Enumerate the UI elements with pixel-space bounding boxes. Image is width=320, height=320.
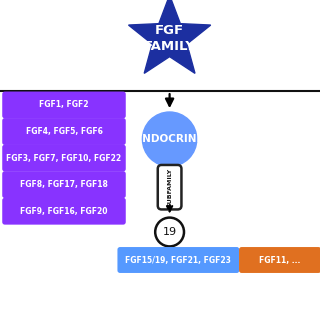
FancyBboxPatch shape xyxy=(2,198,126,225)
Polygon shape xyxy=(129,0,211,73)
Text: ENDOCRINE: ENDOCRINE xyxy=(135,134,204,144)
Text: SUBFAMILY: SUBFAMILY xyxy=(167,168,172,207)
FancyBboxPatch shape xyxy=(2,171,126,198)
FancyBboxPatch shape xyxy=(117,247,239,273)
Text: 19: 19 xyxy=(163,227,177,237)
FancyBboxPatch shape xyxy=(239,247,320,273)
Text: FGF11, ...: FGF11, ... xyxy=(259,255,301,265)
Text: FGF
FAMILY: FGF FAMILY xyxy=(144,24,196,53)
FancyBboxPatch shape xyxy=(2,145,126,172)
FancyBboxPatch shape xyxy=(2,92,126,118)
Text: FGF1, FGF2: FGF1, FGF2 xyxy=(39,100,89,109)
FancyBboxPatch shape xyxy=(158,165,181,210)
Text: FGF15/19, FGF21, FGF23: FGF15/19, FGF21, FGF23 xyxy=(125,255,231,265)
Text: FGF8, FGF17, FGF18: FGF8, FGF17, FGF18 xyxy=(20,180,108,189)
Text: FGF9, FGF16, FGF20: FGF9, FGF16, FGF20 xyxy=(20,207,108,216)
Circle shape xyxy=(142,112,197,166)
Circle shape xyxy=(155,218,184,246)
FancyBboxPatch shape xyxy=(2,118,126,145)
Text: FGF4, FGF5, FGF6: FGF4, FGF5, FGF6 xyxy=(26,127,102,136)
Text: FGF3, FGF7, FGF10, FGF22: FGF3, FGF7, FGF10, FGF22 xyxy=(6,154,122,163)
